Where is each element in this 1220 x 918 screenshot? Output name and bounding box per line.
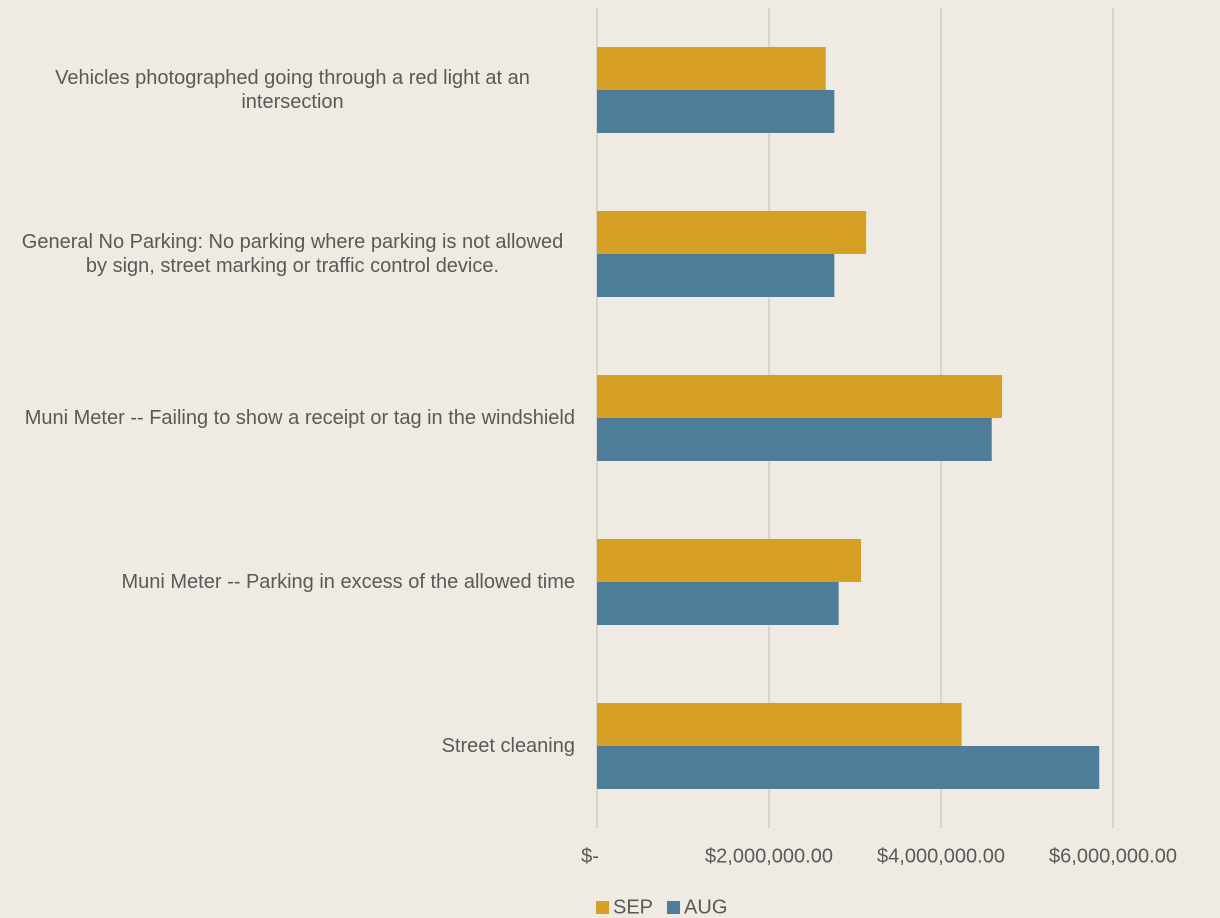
category-label: Vehicles photographed going through a re… (0, 66, 575, 114)
category-label: Muni Meter -- Failing to show a receipt … (0, 406, 575, 430)
x-tick-label: $4,000,000.00 (877, 845, 1005, 867)
x-tick-label: $6,000,000.00 (1049, 845, 1177, 867)
bar (597, 703, 962, 746)
bar (597, 47, 826, 90)
category-text: Vehicles photographed going through a re… (55, 67, 530, 113)
x-tick-label: $- (581, 845, 599, 867)
legend-label: SEP (613, 896, 653, 918)
legend-label: AUG (684, 896, 727, 918)
category-label: Muni Meter -- Parking in excess of the a… (0, 570, 575, 594)
category-label: General No Parking: No parking where par… (0, 230, 575, 278)
category-text: General No Parking: No parking where par… (21, 231, 564, 277)
legend-swatch (667, 901, 681, 914)
bar (597, 375, 1003, 418)
bar (597, 418, 992, 461)
category-label: Street cleaning (0, 734, 575, 758)
bar (597, 746, 1100, 789)
bar (597, 582, 839, 625)
bar (597, 211, 867, 254)
category-text: Muni Meter -- Parking in excess of the a… (121, 571, 575, 593)
bar (597, 539, 862, 582)
x-tick-label: $2,000,000.00 (705, 845, 833, 867)
category-text: Muni Meter -- Failing to show a receipt … (24, 407, 575, 429)
legend-swatch (596, 901, 609, 914)
bar (597, 90, 835, 133)
bar (597, 254, 835, 297)
category-text: Street cleaning (441, 735, 575, 757)
